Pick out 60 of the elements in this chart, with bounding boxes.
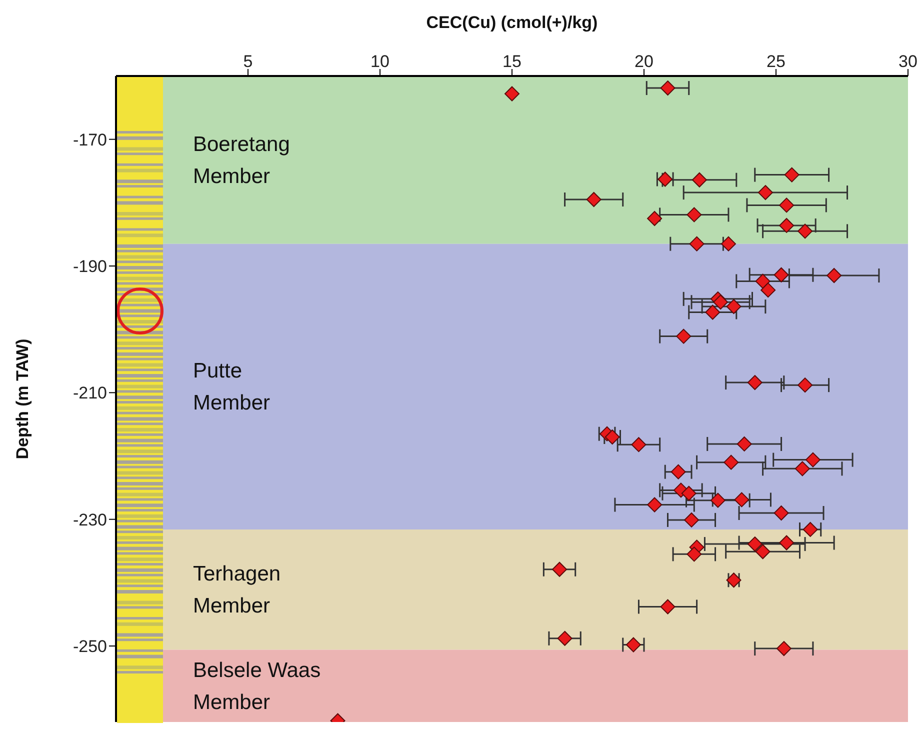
point	[670, 464, 686, 480]
point	[776, 641, 792, 656]
x-axis-title: CEC(Cu) (cmol(+)/kg)	[426, 13, 598, 32]
point	[794, 461, 810, 476]
point	[676, 328, 692, 344]
x-tick-label: 30	[898, 52, 918, 71]
point	[736, 436, 752, 452]
point	[684, 512, 700, 528]
point	[631, 437, 646, 452]
y-tick-label: -190	[72, 257, 107, 276]
band-label: Belsele Waas Member	[193, 658, 321, 714]
point	[798, 224, 813, 239]
point	[779, 535, 794, 550]
point	[504, 86, 520, 102]
point	[802, 522, 818, 537]
point	[784, 167, 800, 182]
point	[552, 562, 568, 577]
point	[626, 637, 641, 652]
point	[586, 192, 602, 207]
point	[647, 497, 662, 512]
point	[557, 630, 572, 646]
point	[805, 452, 820, 468]
x-tick-label: 15	[502, 52, 522, 71]
y-tick-label: -170	[72, 130, 107, 150]
point	[755, 544, 770, 560]
point	[826, 268, 842, 283]
point	[779, 218, 794, 233]
y-axis-title: Depth (m TAW)	[13, 338, 32, 460]
point	[692, 172, 707, 188]
y-tick-label: -230	[72, 510, 107, 530]
point	[760, 282, 776, 298]
x-tick-label: 20	[634, 52, 654, 71]
point	[686, 207, 702, 222]
point	[734, 492, 750, 508]
y-tick-label: -250	[72, 637, 107, 656]
band-label: Terhagen Member	[193, 562, 281, 618]
point	[747, 536, 762, 552]
point	[758, 185, 773, 200]
point	[779, 198, 794, 213]
point	[647, 211, 662, 226]
x-tick-label: 25	[766, 52, 786, 71]
band-label: Boeretang Member	[193, 132, 290, 188]
point	[705, 304, 720, 320]
point	[726, 299, 742, 314]
point	[724, 454, 739, 470]
point	[798, 378, 813, 393]
point	[755, 274, 770, 289]
x-tick-label: 5	[243, 52, 253, 71]
point	[686, 546, 702, 562]
x-tick-label: 10	[370, 52, 390, 71]
point	[660, 599, 676, 614]
point	[689, 236, 704, 252]
y-tick-label: -210	[72, 384, 107, 403]
point	[660, 80, 676, 96]
point	[681, 486, 696, 501]
point	[747, 375, 762, 390]
band-label: Putte Member	[193, 360, 270, 415]
point	[713, 294, 728, 310]
point	[720, 236, 736, 252]
point	[774, 506, 789, 520]
